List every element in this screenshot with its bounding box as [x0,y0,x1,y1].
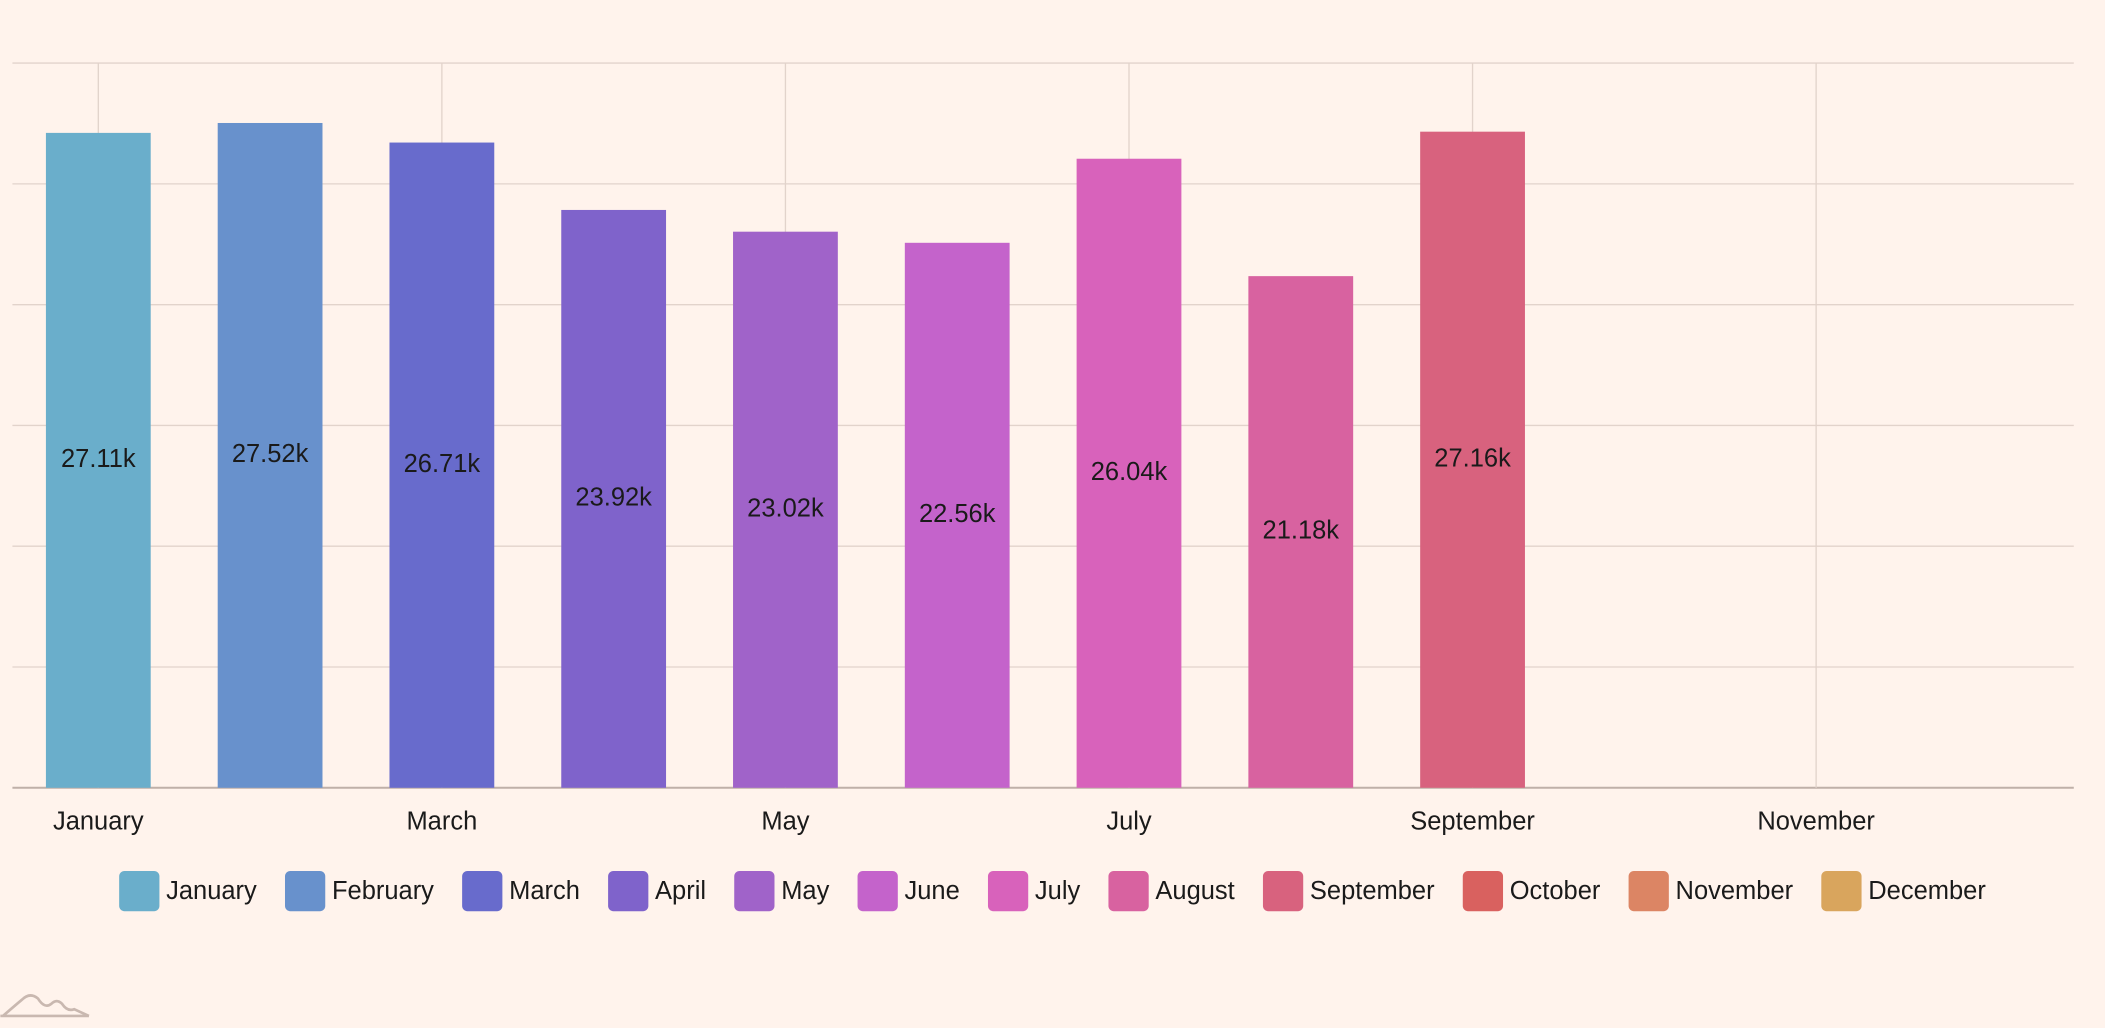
bar [1076,158,1182,788]
legend-swatch [734,870,775,912]
bar [217,122,323,788]
x-tick-label: March [406,807,477,835]
legend-label: April [655,877,706,905]
bar [45,132,151,788]
bar [1248,276,1354,788]
bar [389,142,495,788]
legend-swatch [119,870,160,912]
value-label: 23.02k [747,494,824,522]
value-label: 26.71k [404,450,481,478]
logo [2,994,90,1018]
legend-label: October [1510,877,1601,905]
legend-label: August [1155,877,1234,905]
legend-label: May [781,877,829,905]
legend-swatch [1462,870,1504,912]
bar [1420,131,1525,788]
legend-label: January [166,877,257,905]
legend-swatch [1821,870,1862,912]
value-label: 27.52k [232,440,309,468]
legend-swatch [284,870,326,912]
bars: 27.11k 27.52k 26.71k 23.92k 23.02k 22.56k 26.0… [45,122,1525,788]
value-label: 27.16k [1434,444,1511,472]
legend-swatch [1108,870,1149,912]
x-tick-label: September [1410,807,1535,835]
legend-label: November [1676,877,1794,905]
legend-swatch [608,870,649,912]
legend-swatch [1262,870,1304,912]
legend: January February March April May June July Augu… [119,870,1986,912]
bar [904,242,1010,788]
value-label: 23.92k [575,484,652,512]
x-tick-label: November [1757,807,1875,835]
legend-label: December [1868,877,1986,905]
value-label: 26.04k [1091,458,1168,486]
value-label: 22.56k [919,500,996,528]
legend-swatch [857,870,898,912]
legend-label: July [1035,877,1081,905]
legend-label: March [509,877,580,905]
x-tick-label: May [761,807,809,835]
value-label: 21.18k [1263,517,1340,545]
legend-swatch [462,870,503,912]
legend-label: September [1310,877,1435,905]
legend-label: February [332,877,434,905]
legend-swatch [1628,870,1669,912]
legend-swatch [987,870,1029,912]
bar [733,231,838,788]
value-label: 27.11k [61,445,136,473]
x-tick-label: January [53,807,144,835]
legend-label: June [905,877,960,905]
bar [561,209,667,788]
x-tick-label: July [1106,807,1152,835]
